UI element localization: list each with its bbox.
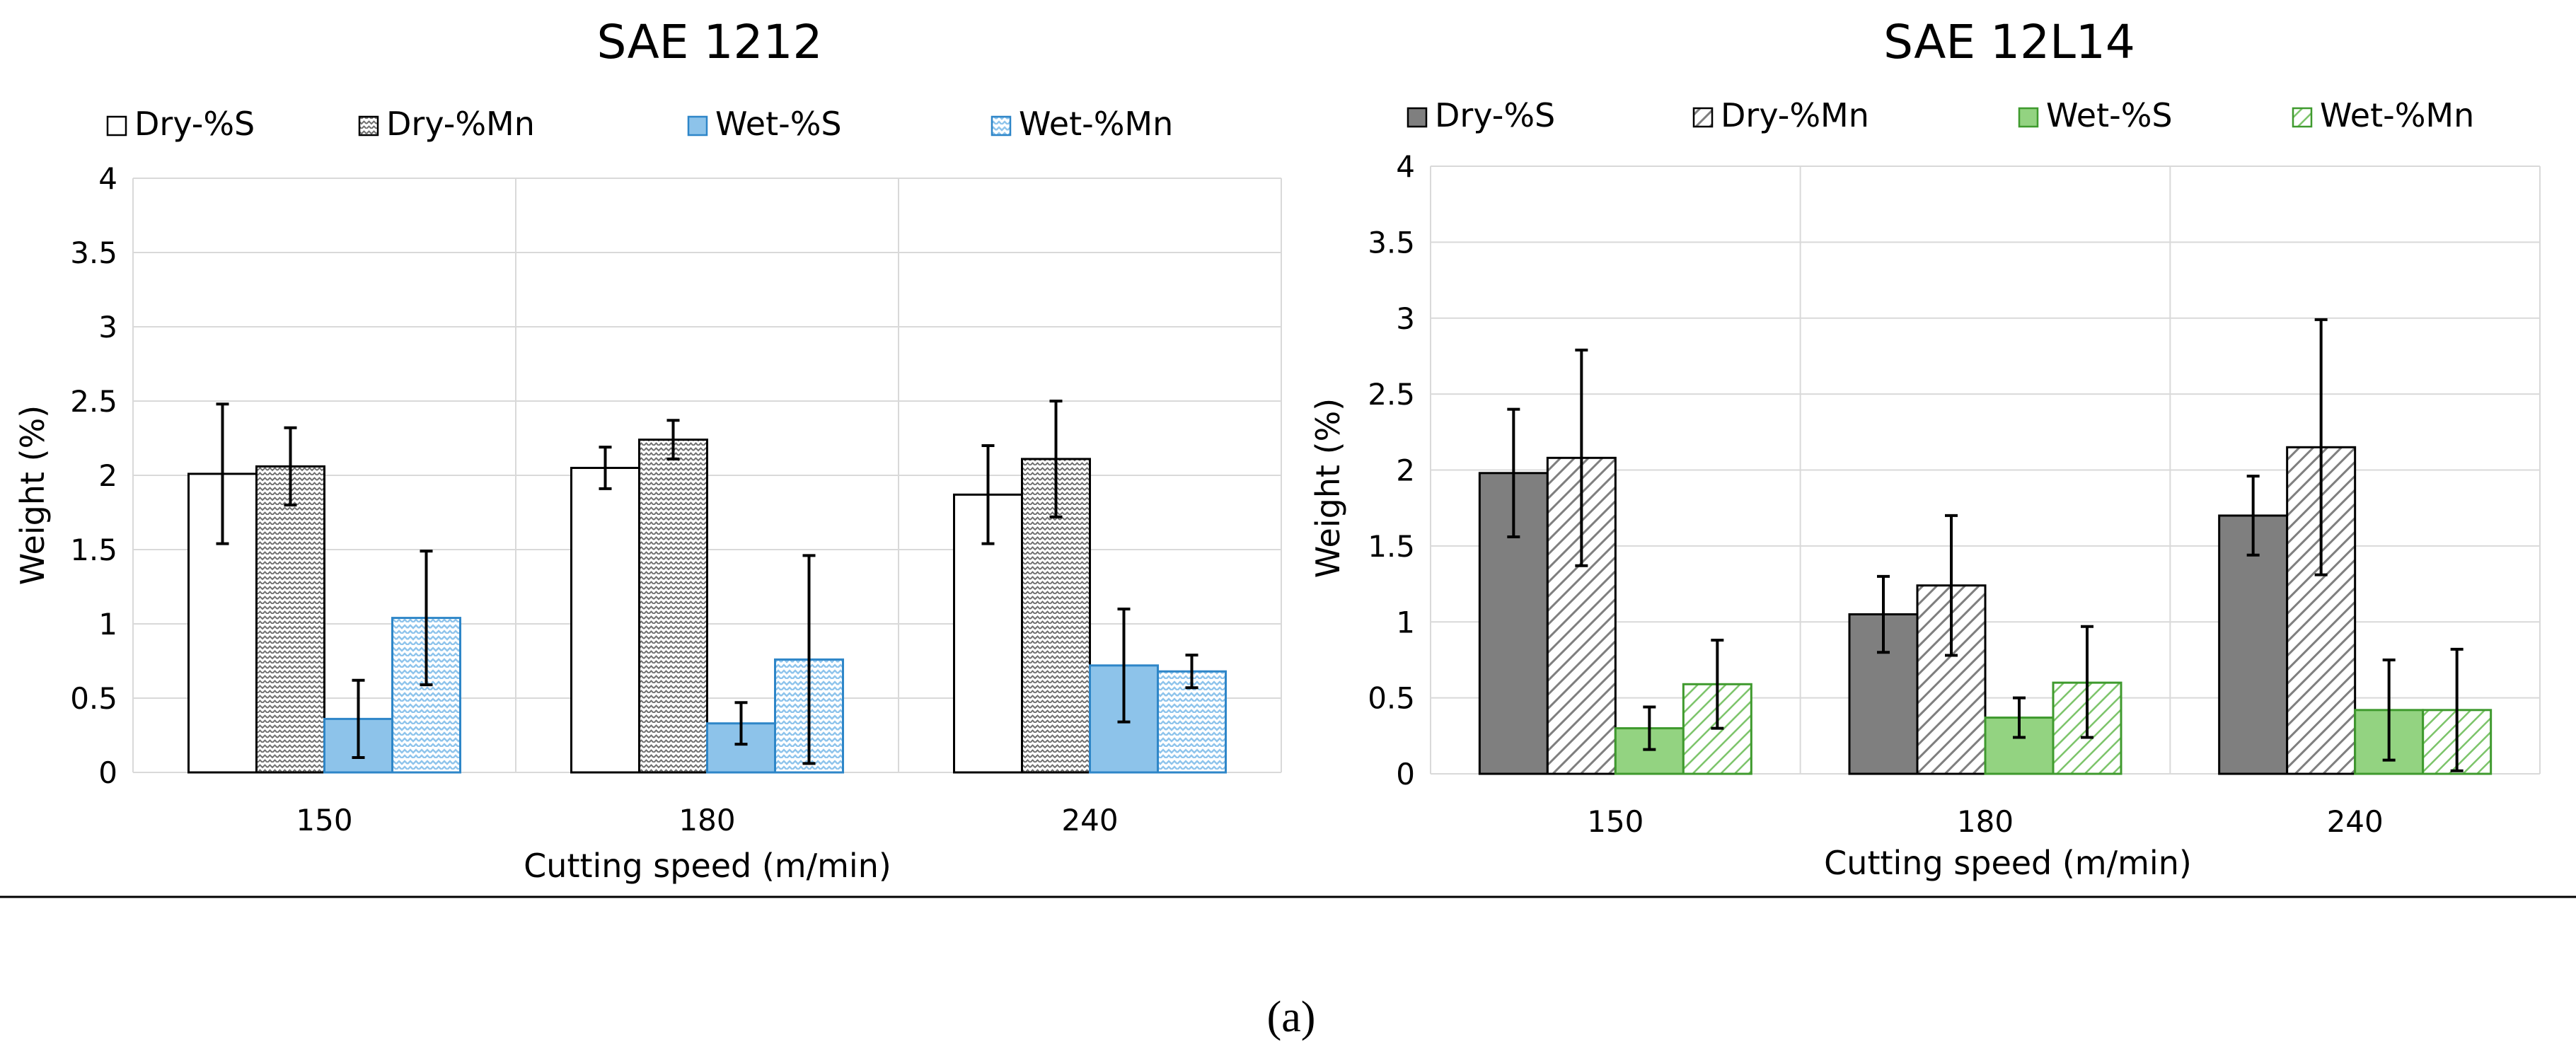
y-tick-label: 2 [98, 458, 117, 493]
error-bar [1507, 407, 1520, 538]
x-tick-label: 150 [296, 803, 352, 837]
y-tick-label: 2.5 [1368, 377, 1415, 412]
error-bar [1877, 574, 1890, 654]
error-bar [1643, 705, 1656, 751]
error-bar [666, 419, 680, 460]
y-tick-label: 2 [1396, 453, 1415, 488]
error-bar [734, 701, 748, 746]
legend-label-wet-s: Wet-%S [2046, 96, 2173, 134]
x-axis-label: Cutting speed (m/min) [1824, 844, 2192, 882]
legend: Dry-%S Dry-%Mn Wet-%S Wet-%Mn [1407, 96, 2474, 134]
legend-swatch-wet-s [687, 115, 708, 137]
y-axis-label: Weight (%) [1309, 398, 1347, 578]
y-tick-label: 0 [1396, 757, 1415, 792]
y-tick-labels: 0 0.5 1 1.5 2 2.5 3 3.5 4 [70, 161, 117, 790]
y-tick-label: 0.5 [1368, 681, 1415, 716]
legend-label-dry-mn: Dry-%Mn [386, 105, 535, 143]
y-axis-label: Weight (%) [13, 405, 52, 585]
x-tick-labels: 150 180 240 [1587, 804, 2384, 839]
y-tick-label: 0 [98, 755, 117, 790]
error-bar [1185, 654, 1199, 690]
y-tick-label: 4 [1396, 149, 1415, 184]
chart-title: SAE 1212 [597, 15, 823, 69]
y-tick-label: 0.5 [70, 681, 117, 716]
chart-sae-12l14: SAE 12L14 Dry-%S Dry-%Mn Wet-%S Wet-%Mn … [1309, 15, 2541, 882]
bars [187, 439, 1227, 774]
x-tick-label: 180 [678, 803, 735, 837]
legend-swatch-dry-s [1407, 107, 1428, 128]
x-tick-label: 240 [2327, 804, 2384, 839]
x-tick-label: 240 [1061, 803, 1118, 837]
legend-swatch-wet-mn [2292, 107, 2313, 128]
figure-label: (a) [1267, 993, 1316, 1041]
bar-dry-mn-150 [255, 465, 325, 774]
error-bar [599, 446, 612, 490]
error-bar [2081, 625, 2093, 739]
legend-label-dry-mn: Dry-%Mn [1721, 96, 1869, 134]
legend-swatch-wet-s [2018, 107, 2039, 128]
y-tick-label: 1.5 [1368, 529, 1415, 564]
y-tick-label: 1.5 [70, 533, 117, 567]
legend-label-wet-s: Wet-%S [715, 105, 842, 143]
legend-label-dry-s: Dry-%S [1435, 96, 1555, 134]
error-bar [981, 444, 995, 545]
error-bars [216, 400, 1199, 765]
bar-dry-s-180 [570, 467, 640, 774]
error-bar [2382, 658, 2396, 762]
error-bar [1575, 348, 1588, 567]
error-bar [2314, 318, 2328, 576]
bars [1478, 446, 2493, 775]
legend-label-wet-mn: Wet-%Mn [2320, 96, 2474, 134]
legend-swatch-dry-s [106, 115, 127, 137]
chart-sae-1212: SAE 1212 Dry-%S Dry-%Mn Wet-%S Wet-%Mn 0… [13, 15, 1282, 885]
y-tick-label: 1 [98, 607, 117, 642]
x-axis-label: Cutting speed (m/min) [524, 847, 891, 885]
error-bars [1507, 318, 2464, 772]
error-bar [1049, 400, 1063, 518]
error-bar [420, 550, 433, 687]
y-tick-label: 3.5 [70, 236, 117, 270]
x-tick-label: 150 [1587, 804, 1644, 839]
y-tick-labels: 0 0.5 1 1.5 2 2.5 3 3.5 4 [1368, 149, 1415, 792]
legend-swatch-dry-mn [358, 115, 379, 137]
bar-dry-s-240 [953, 493, 1023, 774]
y-tick-label: 3.5 [1368, 225, 1415, 260]
error-bar [352, 678, 365, 759]
error-bar [2246, 475, 2260, 557]
error-bar [1945, 514, 1958, 657]
legend-swatch-wet-mn [990, 115, 1012, 137]
x-tick-label: 180 [1957, 804, 2014, 839]
y-tick-label: 3 [1396, 301, 1415, 336]
legend-label-wet-mn: Wet-%Mn [1019, 105, 1173, 143]
error-bar [2013, 696, 2026, 739]
y-tick-label: 4 [98, 161, 117, 196]
y-tick-label: 1 [1396, 605, 1415, 639]
error-bar [284, 426, 297, 506]
y-tick-label: 2.5 [70, 384, 117, 419]
legend-label-dry-s: Dry-%S [134, 105, 255, 143]
y-tick-label: 3 [98, 310, 117, 344]
chart-title: SAE 12L14 [1883, 15, 2135, 69]
error-bar [2450, 647, 2464, 772]
error-bar [1117, 608, 1131, 724]
bar-dry-mn-180 [638, 439, 708, 774]
legend-swatch-dry-mn [1692, 107, 1714, 128]
x-tick-labels: 150 180 240 [296, 803, 1118, 837]
legend: Dry-%S Dry-%Mn Wet-%S Wet-%Mn [106, 105, 1173, 143]
error-bar [802, 554, 816, 765]
error-bar [1711, 639, 1724, 730]
error-bar [216, 402, 229, 545]
